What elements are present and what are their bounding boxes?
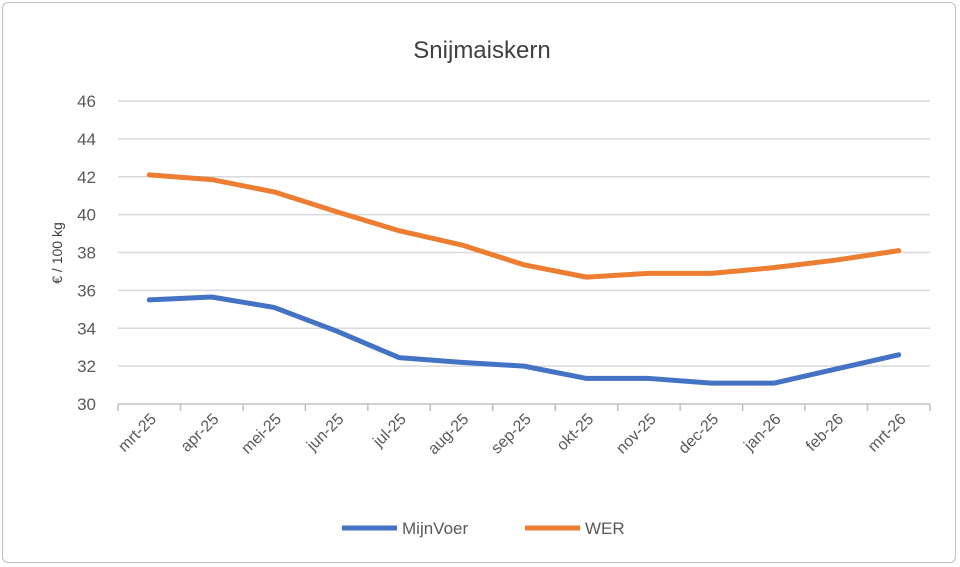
y-tick-label: 40: [77, 206, 96, 225]
x-tick-label: mrt-25: [115, 411, 160, 456]
y-tick-label: 32: [77, 357, 96, 376]
y-tick-label: 38: [77, 244, 96, 263]
y-tick-label: 34: [77, 319, 96, 338]
x-tick-label: nov-25: [613, 411, 660, 458]
chart-title: Snijmaiskern: [413, 37, 550, 64]
y-tick-label: 46: [77, 92, 96, 111]
y-axis-label: € / 100 kg: [49, 222, 65, 284]
legend-label: MijnVoer: [402, 519, 468, 538]
legend-label: WER: [585, 519, 625, 538]
x-tick-label: mrt-26: [865, 411, 910, 456]
y-tick-label: 44: [77, 130, 96, 149]
y-tick-label: 30: [77, 395, 96, 414]
x-tick-label: apr-25: [178, 411, 223, 456]
x-tick-label: feb-26: [803, 411, 847, 455]
y-tick-label: 42: [77, 168, 96, 187]
x-tick-label: jan-26: [740, 411, 784, 455]
x-tick-label: sep-25: [488, 411, 535, 458]
x-tick-label: dec-25: [676, 411, 723, 458]
y-tick-label: 36: [77, 281, 96, 300]
x-tick-label: jul-25: [370, 411, 410, 451]
x-tick-label: okt-25: [554, 411, 598, 455]
x-tick-label: mei-25: [238, 411, 285, 458]
series-line-mijnvoer: [146, 294, 902, 386]
x-tick-label: aug-25: [425, 411, 472, 458]
x-tick-label: jun-25: [303, 411, 347, 455]
series-line-wer: [146, 172, 902, 280]
